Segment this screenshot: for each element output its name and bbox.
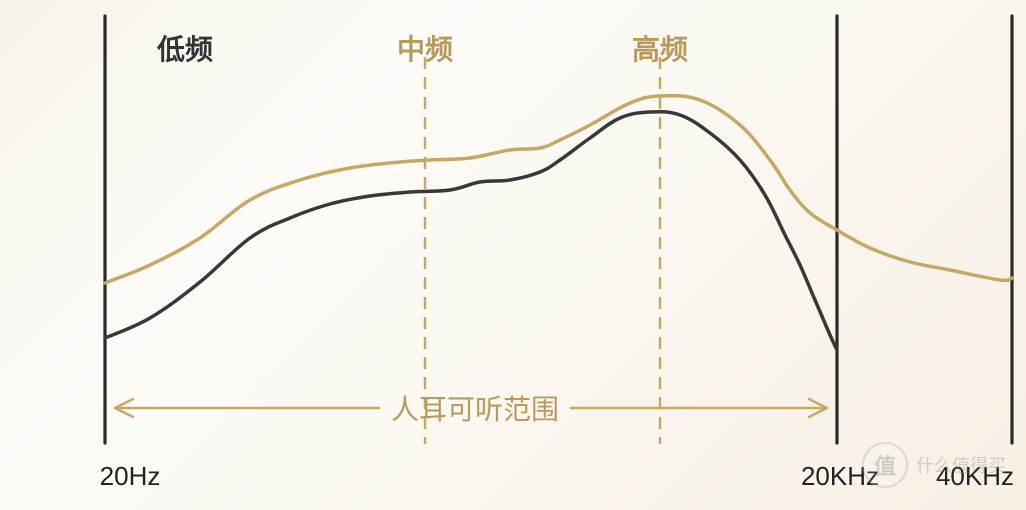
chart-svg: [0, 0, 1026, 510]
watermark-text: 什么值得买: [916, 452, 1006, 478]
region-label-mid: 中频: [397, 28, 453, 68]
audible-range-label: 人耳可听范围: [391, 388, 559, 428]
region-label-low: 低频: [157, 28, 213, 68]
tick-label-20hz: 20Hz: [100, 461, 161, 492]
frequency-response-chart: 低频 中频 高频 20Hz 20KHz 40KHz 人耳可听范围 值 什么值得买: [0, 0, 1026, 510]
region-label-high: 高频: [632, 28, 688, 68]
watermark-badge: 值: [862, 442, 908, 488]
watermark: 值 什么值得买: [862, 442, 1006, 488]
